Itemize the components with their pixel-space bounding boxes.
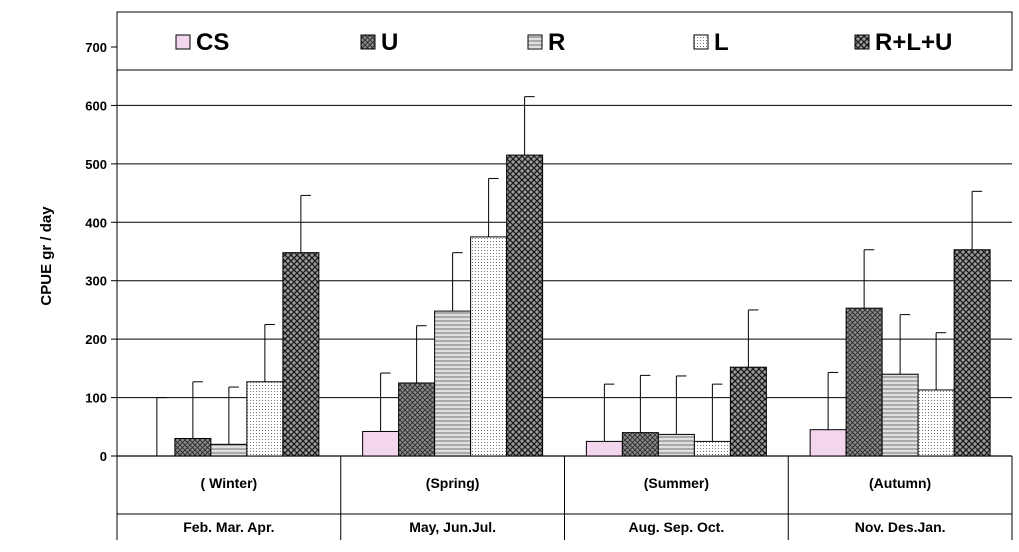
x-axis-category-table: ( Winter) Feb. Mar. Apr. (Spring) May, Jun.… (116, 456, 1013, 540)
y-tick-label: 600 (85, 98, 107, 113)
bar-u (174, 437, 212, 457)
legend-swatch (527, 34, 543, 50)
bar-r (210, 443, 248, 457)
category-months-label: Feb. Mar. Apr. (183, 519, 274, 535)
legend-label: L (714, 29, 729, 56)
y-tick-label: 0 (100, 449, 107, 464)
legend-swatch (693, 34, 709, 50)
bar-u (621, 432, 659, 457)
bar-u (398, 382, 436, 457)
category-months-label: May, Jun.Jul. (409, 519, 496, 535)
bar-r-l-u (506, 154, 544, 457)
bar-cs (809, 429, 847, 457)
legend-label: U (381, 29, 398, 56)
y-tick-label: 300 (85, 274, 107, 289)
bar-r (881, 373, 919, 457)
y-tick-label: 200 (85, 332, 107, 347)
y-tick-label: 500 (85, 157, 107, 172)
legend-swatch (175, 34, 191, 50)
legend-label: R (548, 29, 565, 56)
y-tick-label: 700 (85, 40, 107, 55)
bar-u (845, 307, 883, 457)
error-bars (156, 96, 983, 456)
y-tick-label: 400 (85, 215, 107, 230)
y-axis-ticks: 0 100 200 300 400 500 600 700 (85, 40, 117, 464)
legend-swatch (360, 34, 376, 50)
legend-label: CS (196, 29, 229, 56)
category-season-label: (Summer) (644, 475, 709, 491)
category-season-label: (Autumn) (869, 475, 931, 491)
legend-label: R+L+U (875, 29, 952, 56)
bar-r-l-u (953, 249, 991, 457)
bar-r-l-u (729, 366, 767, 457)
y-tick-label: 100 (85, 391, 107, 406)
legend: CS U R L R+L+U (116, 11, 1013, 71)
category-months-label: Nov. Des.Jan. (855, 519, 946, 535)
bar-r-l-u (282, 252, 320, 457)
bar-l (693, 440, 731, 457)
category-season-label: ( Winter) (201, 475, 258, 491)
category-months-label: Aug. Sep. Oct. (629, 519, 725, 535)
bar-groups (174, 154, 991, 457)
bar-l (917, 389, 955, 457)
bar-cs (585, 440, 623, 457)
legend-swatch (854, 34, 870, 50)
bar-l (470, 236, 508, 457)
category-season-label: (Spring) (426, 475, 480, 491)
bar-l (246, 381, 284, 457)
bar-r (657, 433, 695, 457)
y-axis-label: CPUE gr / day (38, 206, 55, 306)
bar-r (434, 310, 472, 457)
bar-cs (362, 430, 400, 457)
